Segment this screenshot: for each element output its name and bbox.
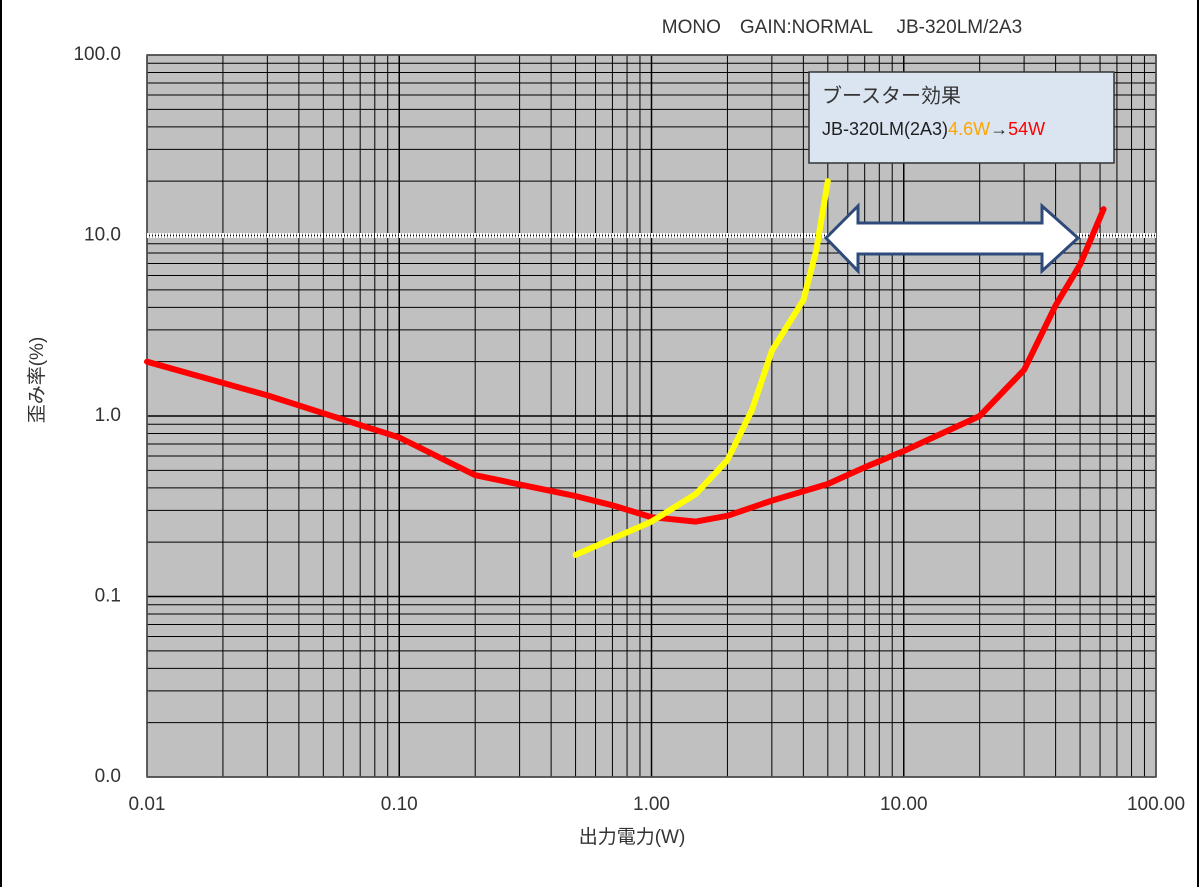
x-axis-label: 出力電力(W): [579, 826, 686, 848]
booster-arrow: [823, 202, 1081, 275]
overlay: ブースター効果 JB-320LM(2A3)4.6W→54W: [808, 71, 1115, 275]
x-tick-label: 100.00: [1127, 794, 1185, 815]
x-tick-label: 1.00: [633, 794, 670, 815]
data-line: [144, 206, 1107, 525]
annotation-part: 54W: [1008, 119, 1045, 139]
annotation-box: [808, 71, 1115, 164]
y-axis-label: 歪み率(%): [26, 337, 48, 424]
y-tick-label: 0.1: [95, 586, 121, 607]
y-tick-label: 1.0: [95, 405, 121, 426]
chart-title: MONO GAIN:NORMAL JB-320LM/2A3: [662, 17, 1022, 38]
y-tick-label: 0.0: [95, 766, 121, 787]
plot-area: 0.01 0.10 1.00 10.00 100.00 0.0 0.1 1.0 10.0 100.…: [73, 44, 1185, 815]
annotation-part: 4.6W: [948, 119, 990, 139]
annotation-title: ブースター効果: [822, 83, 961, 107]
x-tick-label: 0.10: [381, 794, 418, 815]
annotation-part: JB-320LM(2A3): [822, 119, 948, 139]
x-tick-label: 0.01: [129, 794, 166, 815]
data-line: [572, 178, 831, 558]
plot-border: [146, 54, 1157, 778]
y-tick-label: 100.0: [73, 44, 121, 65]
y-tick-label: 10.0: [84, 225, 121, 246]
annotation-text: JB-320LM(2A3)4.6W→54W: [822, 119, 1045, 139]
annotation-part: →: [990, 119, 1008, 139]
x-tick-label: 10.00: [880, 794, 928, 815]
